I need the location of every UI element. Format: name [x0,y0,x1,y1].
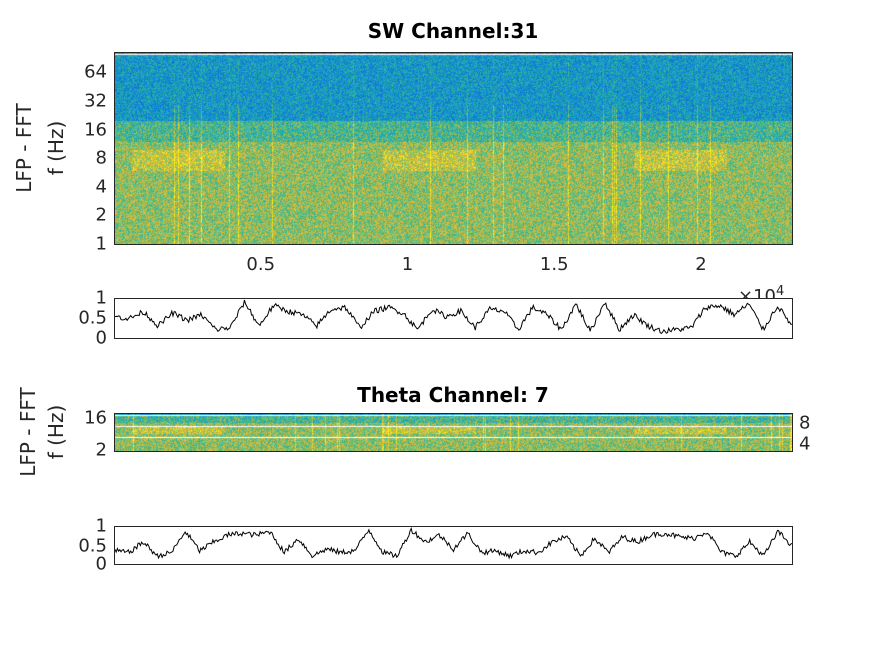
theta-trace-ytick: 1 [95,515,107,537]
sw-title: SW Channel:31 [367,19,539,43]
theta-ytick: 2 [95,439,107,461]
sw-ytick: 2 [95,204,107,226]
x-exponent-power: 4 [776,284,785,299]
theta-spectrogram-axes [114,413,793,452]
sw-ytick: 64 [84,61,107,83]
sw-ytick: 32 [84,90,107,112]
theta-ytick: 8 [799,412,811,434]
sw-trace-ytick: 0 [95,327,107,349]
theta-trace-ytick: 0 [95,553,107,575]
theta-trace-line [114,526,793,560]
sw-ytick: 4 [95,176,107,198]
sw-spectrogram-image [115,53,792,244]
sw-xtick: 0.5 [246,254,276,275]
theta-trace-ytick: 0.5 [78,535,107,557]
sw-ytick: 8 [95,147,107,169]
theta-spectrogram-image [115,414,792,451]
sw-trace-axes [114,298,793,339]
theta-ytick: 16 [84,407,107,429]
sw-ytick: 1 [95,233,107,255]
theta-ylabel-1: LFP - FFT [16,387,40,477]
sw-ytick: 16 [84,119,107,141]
theta-ytick: 4 [799,433,811,455]
sw-trace-line [114,299,792,335]
sw-ylabel-2: f (Hz) [44,120,68,176]
theta-title: Theta Channel: 7 [357,383,549,407]
sw-xtick: 2 [695,254,707,275]
sw-xtick: 1 [401,254,414,275]
sw-spectrogram-axes [114,52,793,245]
theta-trace-axes [114,526,793,565]
sw-xtick: 1.5 [539,254,569,275]
theta-ylabel-2: f (Hz) [44,404,68,460]
sw-trace-ytick: 1 [95,287,107,309]
sw-ylabel-1: LFP - FFT [12,103,36,193]
sw-trace-ytick: 0.5 [78,307,107,329]
